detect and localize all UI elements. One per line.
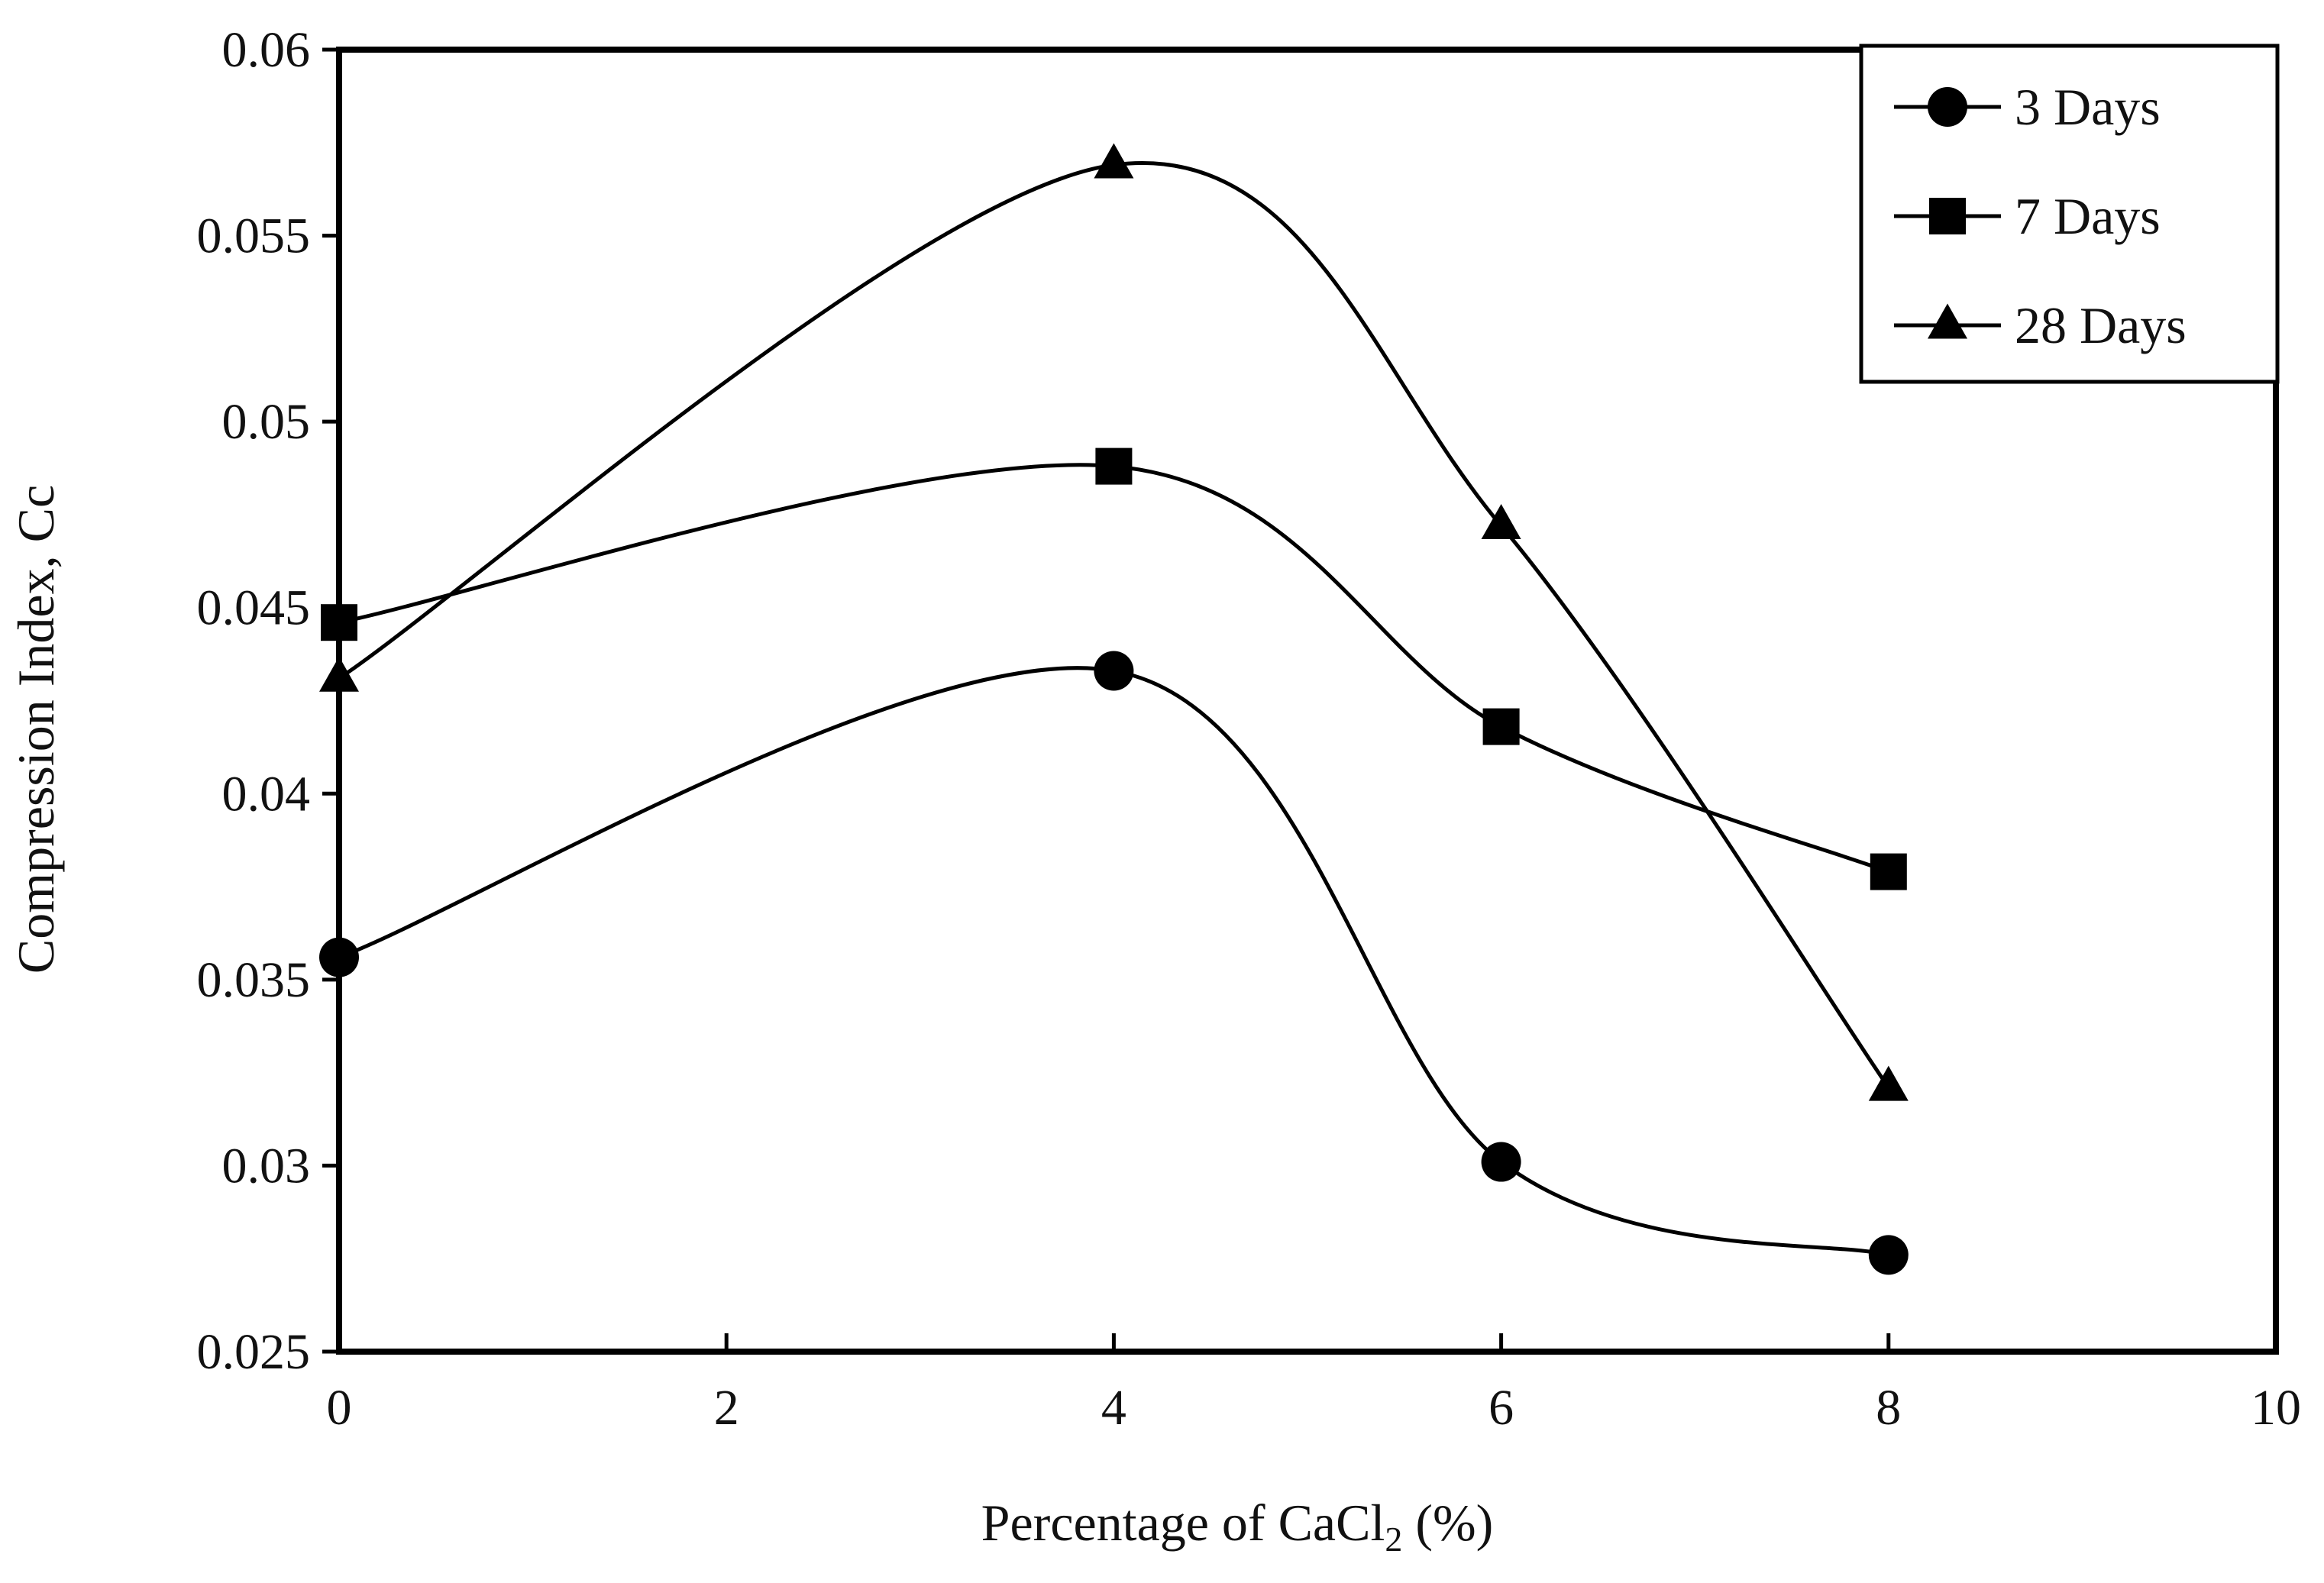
x-tick-label: 10 (2251, 1380, 2301, 1436)
x-tick-label: 4 (1101, 1380, 1126, 1436)
x-tick-label: 0 (327, 1380, 352, 1436)
y-axis-title: Compression Index, Cc (7, 485, 65, 974)
x-tick-label: 6 (1488, 1380, 1514, 1436)
legend-label-3-days: 3 Days (2015, 78, 2161, 136)
ticks-layer: 0 2 4 6 8 10 0.025 0.03 0.035 0.04 0.045 0.05 0.055 0… (197, 22, 2302, 1436)
axes-layer (336, 47, 2279, 1355)
data-point-3-days (1094, 651, 1134, 691)
y-tick-label: 0.025 (197, 1324, 311, 1380)
y-tick-label: 0.04 (222, 766, 311, 822)
x-axis-title-suffix: (%) (1402, 1494, 1493, 1552)
data-point-7-days (1870, 853, 1907, 890)
plot-frame (336, 47, 2279, 1355)
x-tick-label: 2 (714, 1380, 739, 1436)
series-line-28-days (338, 161, 1890, 1089)
data-point-7-days (1482, 708, 1520, 745)
x-axis-title-main: Percentage of CaCl (981, 1494, 1385, 1552)
y-tick-label: 0.05 (222, 394, 311, 450)
x-axis-title: Percentage of CaCl2 (%) (981, 1494, 1494, 1559)
y-tick-label: 0.03 (222, 1138, 311, 1194)
data-point-28-days (1481, 504, 1521, 540)
series-layer (319, 143, 1909, 1275)
x-tick-label: 8 (1876, 1380, 1901, 1436)
data-point-7-days (1095, 447, 1133, 485)
y-tick-label: 0.06 (222, 22, 311, 78)
legend-label-28-days: 28 Days (2015, 296, 2187, 354)
y-tick-label: 0.045 (197, 580, 311, 636)
y-tick-label: 0.055 (197, 208, 311, 264)
x-axis-title-subscript: 2 (1385, 1520, 1402, 1559)
legend-marker-3-days (1928, 87, 1967, 127)
legend-label-7-days: 7 Days (2015, 187, 2161, 245)
data-point-28-days (1868, 1065, 1909, 1101)
data-point-3-days (1868, 1235, 1909, 1275)
data-point-28-days (1094, 143, 1134, 179)
series-line-7-days (338, 463, 1889, 874)
legend: 3 Days 7 Days 28 Days (1859, 44, 2280, 384)
series-line-3-days (338, 666, 1889, 1257)
legend-marker-28-days (1928, 303, 1967, 339)
y-tick-label: 0.035 (197, 952, 311, 1008)
data-point-3-days (1481, 1142, 1521, 1182)
legend-marker-7-days (1929, 198, 1966, 234)
